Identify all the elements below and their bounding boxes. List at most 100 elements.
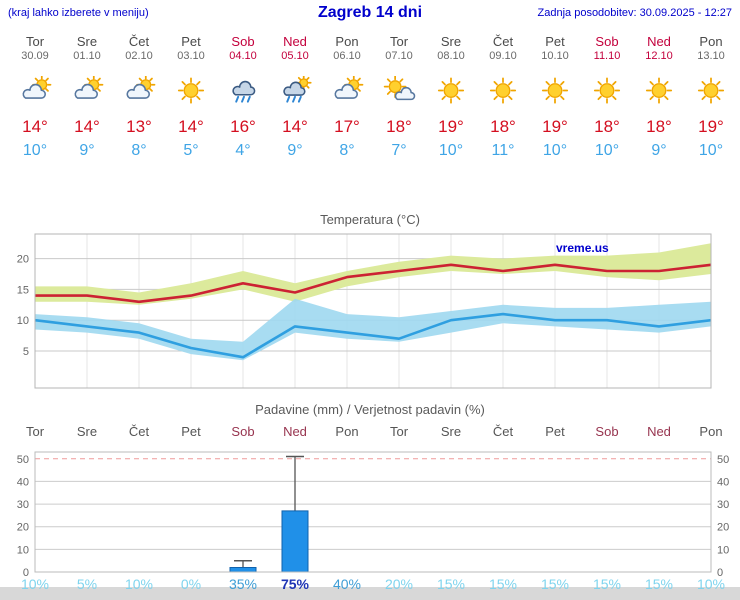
y-tick-label-left: 40 [17,476,29,488]
sun-cloud-icon [383,76,416,101]
weather-icon-wrap [269,76,321,110]
precip-probability-value: 10% [20,576,50,592]
weather-icon-wrap [113,76,165,110]
precip-day-label-row: Tor Sre Čet Pet Sob Ned Pon Tor Sre Čet Pet Sob Ned P… [9,424,737,439]
temp-min-value: 10° [438,142,464,159]
forecast-day-column: Pon 06.10 17° 8° [321,34,373,160]
forecast-day-column: Čet 02.10 13° 8° [113,34,165,160]
day-name-label: Pon [699,34,723,49]
y-tick-label: 20 [17,254,29,266]
temperature-chart-title: Temperatura (°C) [320,212,420,227]
precip-day-label: Sob [595,424,619,439]
plot-border [34,233,712,389]
y-tick-label-left: 20 [17,522,29,534]
sun-icon [697,77,725,104]
cloud-sun-icon [22,76,52,99]
temp-max-value: 14° [74,117,100,136]
weather-icon-wrap [633,76,685,110]
rain-sun-icon [283,76,312,103]
forecast-day-column: Sob 04.10 16° 4° [217,34,269,160]
temp-min-value: 10° [542,142,568,159]
y-tick-label-right: 10 [717,544,729,556]
temp-min-value: 10° [594,142,620,159]
day-date-label: 06.10 [333,50,361,62]
forecast-day-column: Tor 30.09 14° 10° [9,34,61,160]
day-name-label: Pet [181,34,201,49]
y-tick-label: 15 [17,284,29,296]
forecast-day-column: Sob 11.10 18° 10° [581,34,633,160]
y-tick-label-left: 0 [23,567,29,579]
precip-day-label: Sob [231,424,255,439]
day-name-label: Sre [440,34,462,49]
forecast-day-column: Pet 10.10 19° 10° [529,34,581,160]
plot-border [34,451,712,573]
day-date-label: 09.10 [489,50,517,62]
temp-min-value: 10° [698,142,724,159]
sun-icon [593,77,621,104]
temp-max-value: 14° [282,117,308,136]
temp-min-value: 4° [235,142,251,159]
cloud-sun-icon [334,76,364,99]
precip-probability-value: 75% [280,576,310,592]
day-name-label: Tor [25,34,45,49]
page-title: Zagreb 14 dni [317,4,423,21]
sun-icon [645,77,673,104]
vreme-us-link[interactable]: vreme.us [556,241,609,255]
day-name-label: Pet [545,34,565,49]
precip-probability-value: 10% [696,576,726,592]
temp-max-value: 16° [230,117,256,136]
y-tick-label-left: 50 [17,454,29,466]
weather-icon-wrap [529,76,581,110]
temp-min-band [35,298,711,361]
precip-day-label: Tor [389,424,409,439]
precip-probability-value: 15% [644,576,674,592]
last-update: Zadnja posodobitev: 30.09.2025 - 12:27 [537,7,732,19]
day-name-label: Ned [283,34,307,49]
forecast-strip: Tor 30.09 14° 10° Sre 01.10 14° 9° Čet 02.10 13° 8°… [9,34,737,160]
y-tick-label-right: 50 [717,454,729,466]
weather-icon-wrap [425,76,477,110]
day-date-label: 07.10 [385,50,413,62]
weather-icon-wrap [165,76,217,110]
y-tick-label-left: 10 [17,544,29,556]
temp-max-line [35,263,712,304]
y-tick-label: 10 [17,315,29,327]
temp-max-value: 18° [490,117,516,136]
temp-min-value: 9° [651,142,667,159]
precip-day-label: Čet [492,424,514,439]
day-date-label: 01.10 [73,50,101,62]
cloud-sun-icon [74,76,104,99]
precip-probability-value: 40% [332,576,362,592]
precip-day-label: Pon [699,424,723,439]
precip-probability-value: 15% [488,576,518,592]
day-date-label: 02.10 [125,50,153,62]
day-name-label: Sob [231,34,255,49]
weather-icon-wrap [373,76,425,110]
day-name-label: Pon [335,34,359,49]
temp-max-value: 19° [698,117,724,136]
temp-max-value: 18° [594,117,620,136]
sun-icon [489,77,517,104]
precipitation-chart: 0 0 10 10 20 20 30 30 40 40 50 50 [17,451,729,579]
sun-icon [177,77,205,104]
precip-day-label: Tor [25,424,45,439]
temp-max-value: 17° [334,117,360,136]
day-date-label: 30.09 [21,50,49,62]
weather-icon-wrap [321,76,373,110]
precip-bar [229,567,257,573]
forecast-day-column: Sre 08.10 19° 10° [425,34,477,160]
y-tick-label-right: 20 [717,522,729,534]
menu-hint: (kraj lahko izberete v meniju) [8,7,149,19]
precip-day-label: Pet [545,424,565,439]
temp-min-value: 7° [391,142,407,159]
y-tick-label-right: 0 [717,567,723,579]
temp-min-value: 5° [183,142,199,159]
precip-day-label: Pon [335,424,359,439]
day-name-label: Ned [647,34,671,49]
forecast-day-column: Čet 09.10 18° 11° [477,34,529,160]
precip-probability-row: 10% 5% 10% 0% 35% 75% 40% 20% 15% 15% 15% 15% 15% 10% [9,576,737,592]
day-name-label: Čet [128,34,150,49]
temp-max-value: 19° [438,117,464,136]
precip-probability-value: 0% [180,576,202,592]
